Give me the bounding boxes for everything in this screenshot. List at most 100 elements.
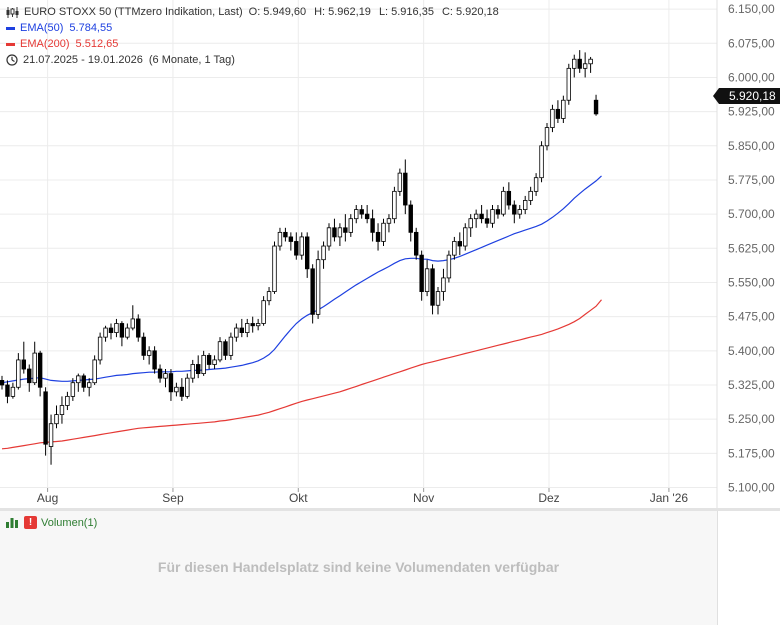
candle [168, 369, 174, 401]
candle-body [506, 190, 512, 206]
candle-body [523, 200, 528, 210]
candle [479, 205, 484, 224]
legend-ema50[interactable]: EMA(50) 5.784,55 [6, 20, 507, 36]
candle [561, 95, 566, 124]
price-chart[interactable]: 6.150,00 6.075,00 6.000,00 5.925,00 5.850,00… [0, 0, 780, 508]
candle [157, 364, 163, 383]
ema200-label: EMA(200) [20, 38, 70, 50]
clock-icon [6, 54, 18, 66]
candle [343, 214, 348, 242]
candle-body [92, 359, 97, 384]
candle [370, 209, 375, 242]
candle-body [468, 218, 473, 229]
candle-body [517, 209, 522, 215]
candle [277, 227, 283, 251]
candle [114, 318, 119, 338]
candle-body [288, 236, 294, 242]
candle-body [572, 58, 577, 69]
candle-body [130, 318, 135, 329]
candle-body [577, 58, 582, 69]
candle-body [343, 227, 348, 233]
candle [506, 182, 512, 210]
candle-body [375, 231, 381, 242]
last-price-badge: 5.920,18 [713, 88, 780, 104]
candle [430, 264, 435, 315]
candle [392, 186, 397, 224]
pane-separator[interactable] [0, 508, 780, 511]
candle-body [550, 108, 555, 128]
chart-legend: EURO STOXX 50 (TTMzero Indikation, Last)… [6, 4, 507, 68]
candle [87, 378, 92, 397]
candle [103, 325, 108, 342]
candle-body [152, 350, 157, 370]
candle [163, 369, 168, 388]
candle [299, 232, 304, 260]
legend-period: 21.07.2025 - 19.01.2026 (6 Monate, 1 Tag… [6, 52, 507, 68]
candle [495, 205, 501, 219]
candle-body [386, 218, 392, 224]
candle-body [479, 213, 484, 220]
y-tick-label: 5.475,00 [728, 310, 775, 324]
candle [223, 339, 228, 360]
candle-body [359, 209, 364, 215]
candle [97, 332, 103, 365]
candle [468, 214, 473, 237]
candle [501, 186, 506, 217]
y-tick-label: 5.400,00 [728, 344, 775, 358]
candle-body [0, 380, 5, 386]
candle [21, 341, 26, 374]
candle [294, 232, 299, 260]
candle-body [234, 327, 239, 338]
candle-body [97, 336, 103, 361]
candle-body [146, 350, 152, 356]
candle-body [544, 127, 550, 147]
volume-pane: ! Volumen(1) Für diesen Handelsplatz sin… [0, 511, 780, 625]
candle-body [255, 323, 261, 327]
ema50-swatch [6, 26, 15, 30]
legend-title-row: EURO STOXX 50 (TTMzero Indikation, Last)… [6, 4, 507, 20]
candle-body [37, 352, 43, 388]
candle-body [136, 318, 141, 338]
candle-body [315, 259, 321, 315]
y-tick-label: 5.850,00 [728, 139, 775, 153]
close-value: 5.920,18 [455, 6, 499, 18]
ema200-value: 5.512,65 [75, 38, 119, 50]
ema50-value: 5.784,55 [69, 22, 113, 34]
candle-body [5, 384, 10, 397]
ema200-swatch [6, 42, 15, 46]
candle [304, 232, 310, 278]
candle [435, 287, 441, 315]
candle [54, 405, 59, 429]
candle [37, 350, 43, 397]
candle-body [261, 300, 266, 324]
candle [533, 173, 539, 196]
candle-body [381, 222, 386, 242]
candle-body [566, 67, 571, 101]
candle [441, 268, 446, 301]
candle-body [201, 354, 206, 374]
candle [119, 321, 125, 347]
x-tick-label: Jan '26 [650, 491, 689, 505]
volume-legend[interactable]: ! Volumen(1) [6, 516, 97, 529]
low-value: 5.916,35 [391, 6, 434, 18]
ema200-line [1, 299, 602, 450]
candle [250, 316, 255, 333]
candle [446, 250, 452, 283]
candle-body [490, 209, 495, 224]
candle [48, 414, 54, 465]
candle-body [321, 245, 326, 261]
close-label: C: [441, 6, 453, 18]
legend-ema200[interactable]: EMA(200) 5.512,65 [6, 36, 507, 52]
candle [550, 104, 555, 133]
candle-body [76, 375, 81, 384]
y-axis-tick-labels: 6.150,00 6.075,00 6.000,00 5.925,00 5.850,00… [728, 2, 775, 494]
candle [272, 241, 277, 294]
candle [76, 373, 81, 392]
y-tick-label: 6.000,00 [728, 70, 775, 84]
candle-body [408, 204, 413, 233]
candle-body [561, 99, 566, 119]
candle [108, 323, 114, 340]
candle-body [370, 218, 375, 233]
volume-plot-area [0, 511, 718, 625]
candle [452, 236, 457, 260]
